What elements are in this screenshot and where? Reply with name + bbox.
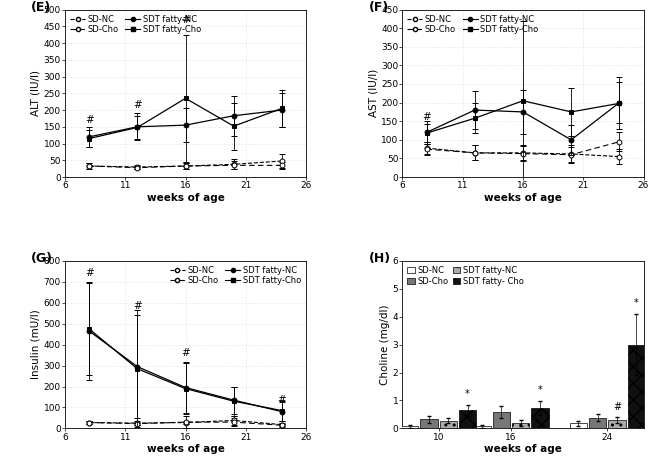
Bar <box>421 419 437 428</box>
X-axis label: weeks of age: weeks of age <box>147 193 224 203</box>
X-axis label: weeks of age: weeks of age <box>484 444 562 455</box>
Y-axis label: AST (IU/l): AST (IU/l) <box>369 69 378 118</box>
Bar <box>439 421 457 428</box>
Text: *: * <box>634 298 639 308</box>
Bar <box>531 408 549 428</box>
Text: #: # <box>84 268 94 278</box>
Bar <box>512 423 529 428</box>
Text: #: # <box>422 112 431 122</box>
Bar <box>473 426 491 428</box>
Y-axis label: Choline (mg/dl): Choline (mg/dl) <box>380 304 390 385</box>
Text: #: # <box>84 115 94 125</box>
Legend: SD-NC, SD-Cho, SDT fatty-NC, SDT fatty-Cho: SD-NC, SD-Cho, SDT fatty-NC, SDT fatty-C… <box>69 14 202 35</box>
Bar <box>628 345 645 428</box>
Bar <box>570 423 587 428</box>
Text: (F): (F) <box>369 1 389 14</box>
Text: #: # <box>613 402 621 412</box>
Bar <box>589 418 606 428</box>
Text: (G): (G) <box>31 252 53 266</box>
Legend: SD-NC, SD-Cho, SDT fatty-NC, SDT fatty- Cho: SD-NC, SD-Cho, SDT fatty-NC, SDT fatty- … <box>407 265 525 287</box>
Text: #: # <box>181 15 190 25</box>
Legend: SD-NC, SD-Cho, SDT fatty-NC, SDT fatty-Cho: SD-NC, SD-Cho, SDT fatty-NC, SDT fatty-C… <box>169 265 302 286</box>
Text: #: # <box>278 396 286 406</box>
Text: (E): (E) <box>31 1 51 14</box>
Bar <box>401 426 419 428</box>
Text: *: * <box>538 385 542 395</box>
Text: #: # <box>133 100 142 110</box>
Y-axis label: Insulin (mU/l): Insulin (mU/l) <box>31 310 41 379</box>
Bar <box>493 412 510 428</box>
Bar <box>459 410 476 428</box>
Text: (H): (H) <box>369 252 391 266</box>
Legend: SD-NC, SD-Cho, SDT fatty-NC, SDT fatty-Cho: SD-NC, SD-Cho, SDT fatty-NC, SDT fatty-C… <box>407 14 540 35</box>
Text: #: # <box>133 301 142 311</box>
X-axis label: weeks of age: weeks of age <box>484 193 562 203</box>
Text: *: * <box>465 389 470 399</box>
X-axis label: weeks of age: weeks of age <box>147 444 224 455</box>
Y-axis label: ALT (IU/l): ALT (IU/l) <box>31 70 41 116</box>
Text: #: # <box>181 348 190 358</box>
Bar <box>608 420 626 428</box>
